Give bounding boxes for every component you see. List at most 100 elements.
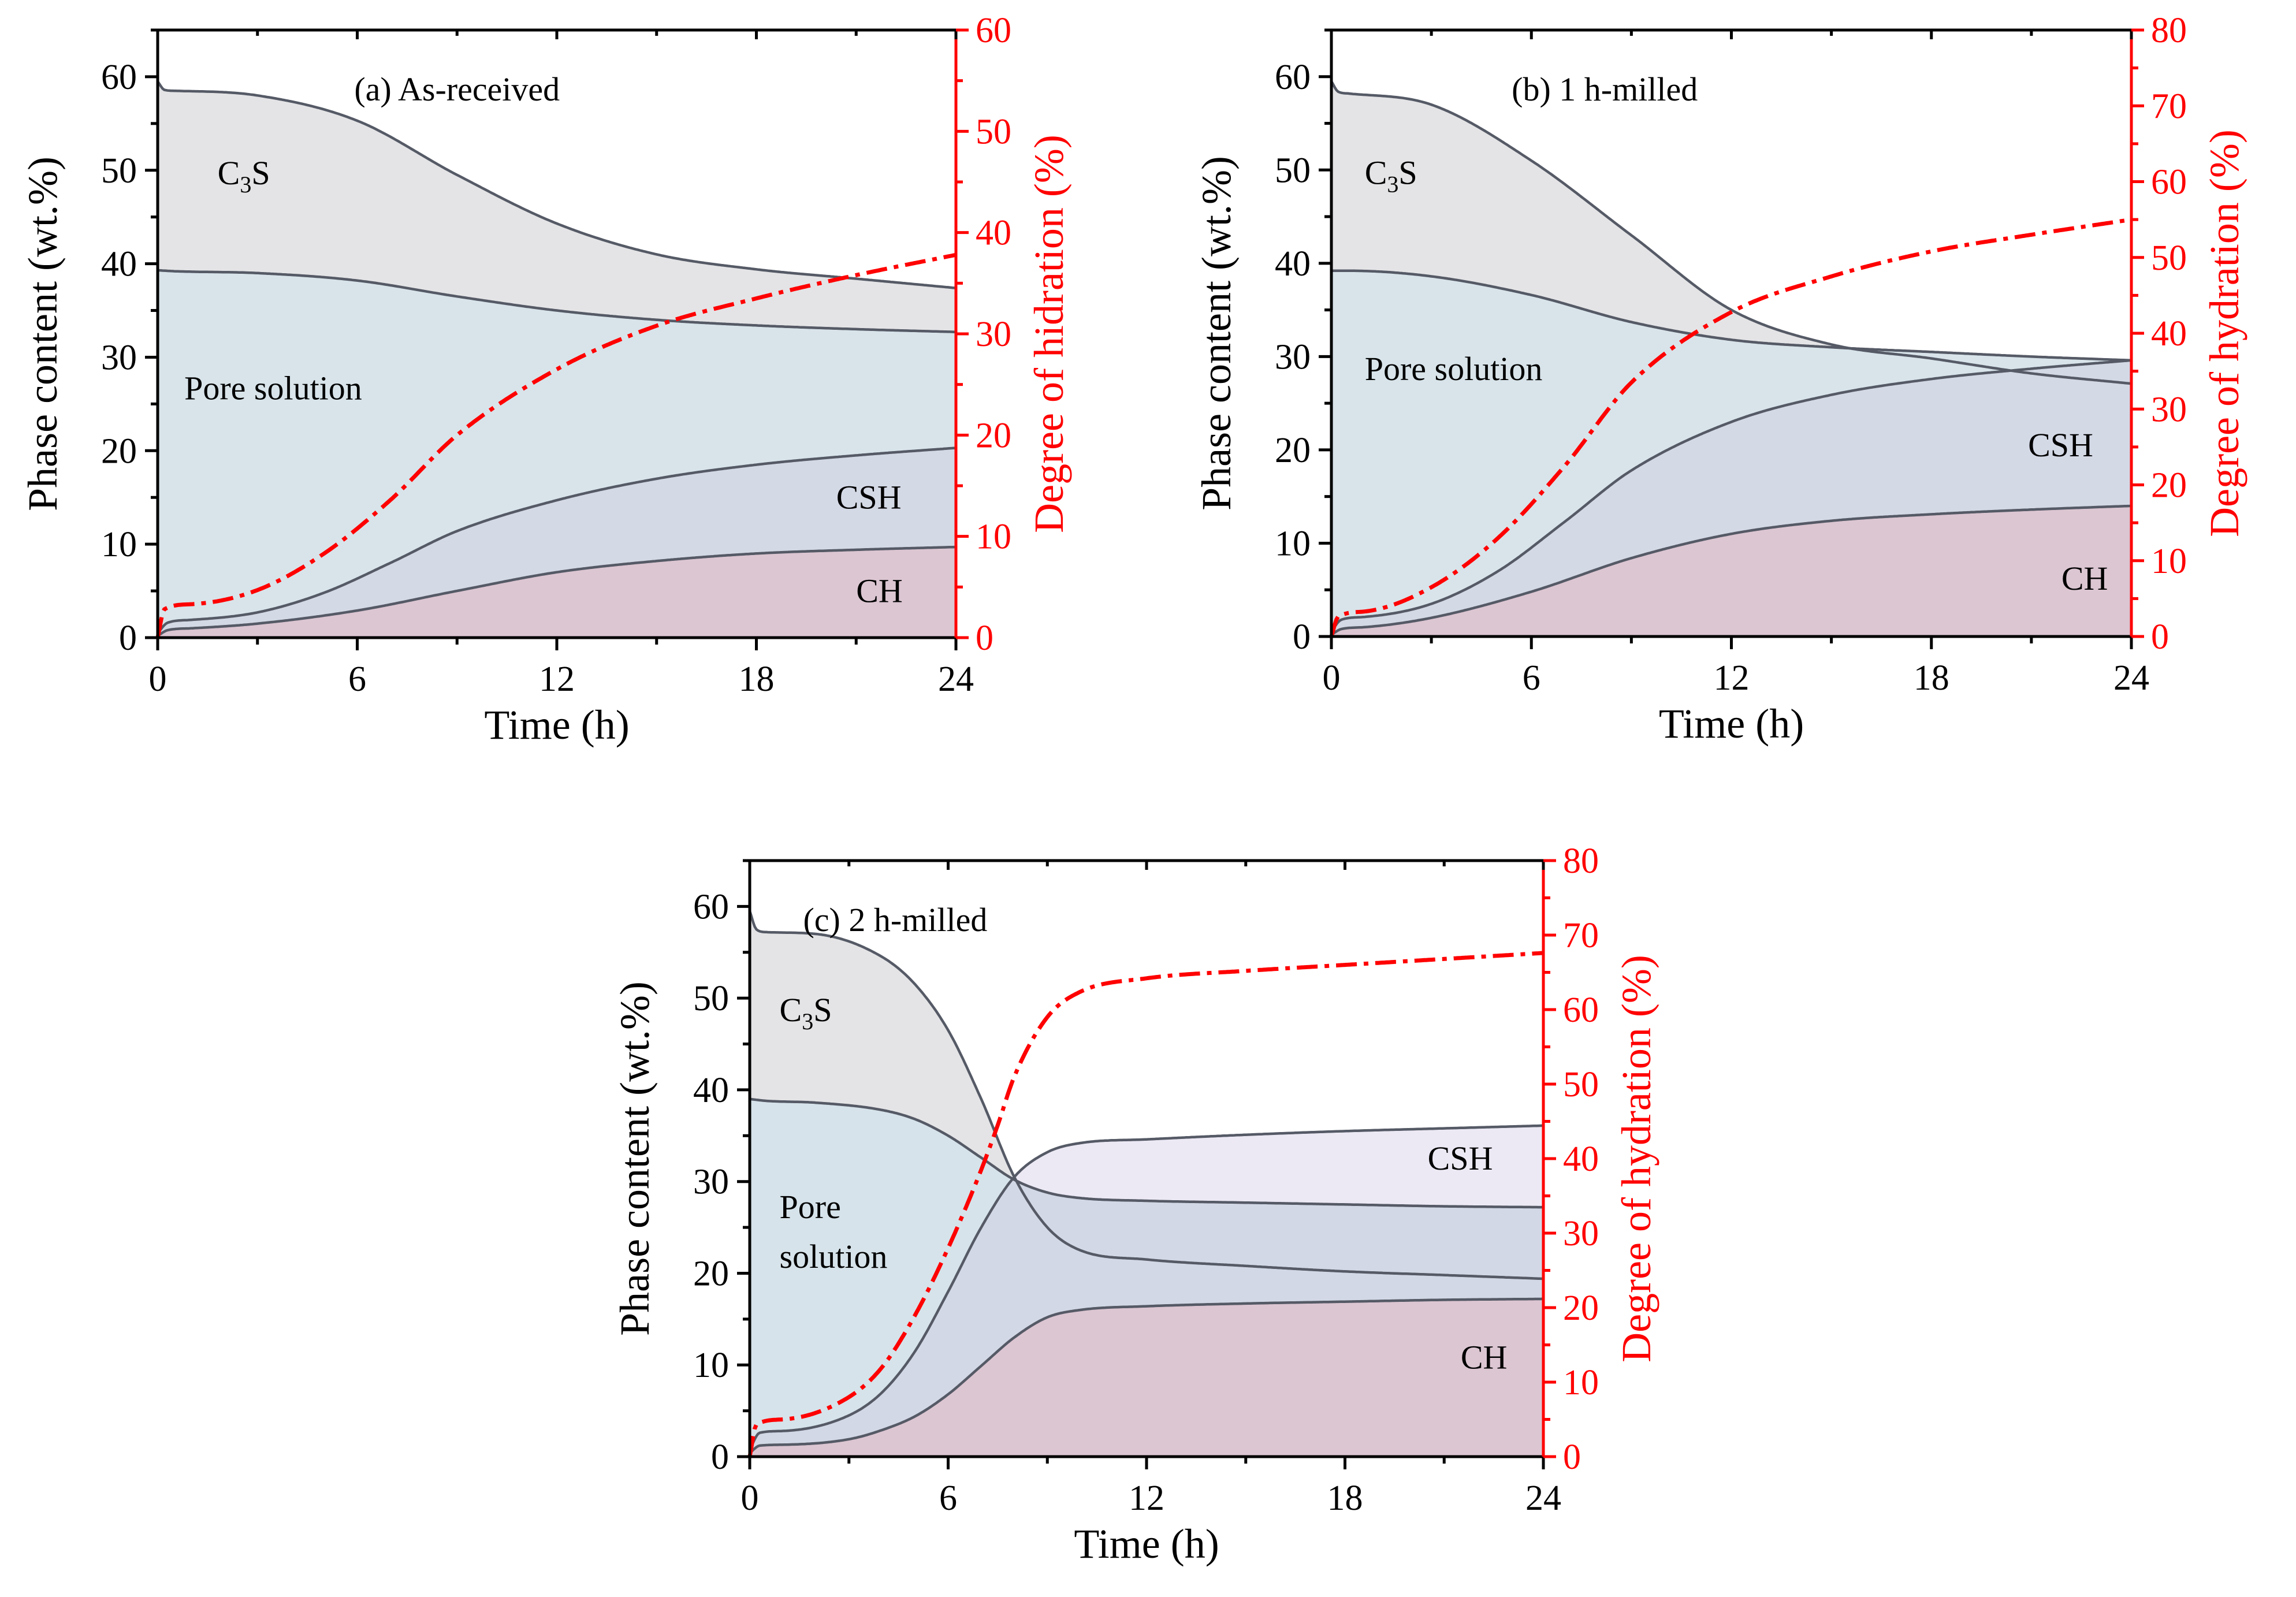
- region-label-part: Pore: [780, 1188, 841, 1226]
- y-tick-label: 0: [711, 1438, 729, 1477]
- y-tick-label: 50: [693, 979, 729, 1018]
- line-c3s: [748, 910, 1544, 1280]
- x-tick-label: 24: [1525, 1479, 1561, 1518]
- y-tick-label: 20: [101, 431, 137, 471]
- area-pore-solution: [750, 1099, 1543, 1450]
- y2-axis-label: Degree of hydration (%): [1613, 955, 1659, 1363]
- region-label: Pore solution: [184, 369, 362, 407]
- y-tick-label: 0: [119, 619, 137, 658]
- region-label-part: CSH: [1428, 1140, 1493, 1177]
- y2-tick-label: 30: [976, 315, 1011, 354]
- y2-tick-label: 0: [2151, 617, 2169, 657]
- y-tick-label: 30: [1275, 337, 1311, 377]
- y2-tick-label: 70: [1563, 916, 1599, 955]
- y2-tick-label: 0: [976, 619, 993, 658]
- x-axis-label: Time (h): [1659, 701, 1804, 747]
- region-label: C3S: [218, 154, 270, 198]
- boundary-lines-b: [1330, 80, 2132, 636]
- y2-tick-label: 60: [2151, 163, 2187, 202]
- y2-tick-label: 50: [2151, 239, 2187, 278]
- x-tick-label: 24: [938, 660, 974, 699]
- region-label-part: Pore solution: [184, 369, 362, 407]
- area-fills-c: [750, 911, 1543, 1457]
- region-label-part: CH: [2061, 560, 2108, 597]
- area-fills-a: [158, 81, 956, 638]
- x-tick-label: 6: [1523, 658, 1540, 698]
- line-pore-solution: [157, 269, 957, 334]
- panel-b: 0 6 12 18 24010203040506001020304050607080Ti…: [1193, 11, 2247, 747]
- panel-title: (a) As-received: [354, 70, 560, 108]
- y-tick-label: 40: [693, 1071, 729, 1110]
- y2-tick-label: 10: [2151, 542, 2187, 581]
- y2-tick-label: 60: [976, 11, 1011, 50]
- y-tick-label: 50: [1275, 151, 1311, 190]
- axes-c: 0 6 12 18 24010203040506001020304050607080Ti…: [612, 842, 1659, 1567]
- y-tick-label: 60: [1275, 58, 1311, 97]
- panel-c: 0 6 12 18 24010203040506001020304050607080Ti…: [612, 842, 1659, 1567]
- line-degree-of-hydration: [747, 951, 1544, 1457]
- y2-tick-label: 50: [1563, 1065, 1599, 1104]
- region-label-part: CH: [1461, 1339, 1508, 1376]
- region-label-part: S: [1398, 154, 1417, 192]
- x-tick-label: 0: [149, 660, 167, 699]
- y-axis-label: Phase content (wt.%): [612, 981, 658, 1336]
- region-label-part: CH: [856, 572, 903, 609]
- x-tick-label: 24: [2113, 658, 2149, 698]
- y-tick-label: 20: [693, 1254, 729, 1293]
- x-tick-label: 18: [1327, 1479, 1363, 1518]
- region-label-part: C: [218, 154, 240, 192]
- x-tick-label: 0: [1323, 658, 1341, 698]
- x-tick-label: 12: [1714, 658, 1750, 698]
- region-label-part: S: [813, 991, 832, 1029]
- y2-tick-label: 0: [1563, 1438, 1581, 1477]
- region-label-part: solution: [780, 1238, 888, 1275]
- y-tick-label: 40: [1275, 244, 1311, 284]
- panel-title: (b) 1 h-milled: [1512, 70, 1698, 108]
- y-tick-label: 30: [101, 338, 137, 377]
- line-c3s: [157, 80, 957, 289]
- boundary-lines-c: [748, 910, 1544, 1454]
- y2-tick-label: 20: [1563, 1289, 1599, 1328]
- region-label: C3S: [780, 991, 832, 1034]
- region-label: Pore: [780, 1188, 841, 1226]
- y2-tick-label: 40: [1563, 1140, 1599, 1179]
- y2-tick-label: 30: [1563, 1214, 1599, 1253]
- region-label-part: 3: [802, 1008, 813, 1034]
- y2-tick-label: 80: [1563, 842, 1599, 881]
- y2-tick-label: 10: [976, 518, 1011, 557]
- line-ch: [749, 1297, 1543, 1454]
- y-tick-label: 10: [693, 1346, 729, 1385]
- region-label-part: CSH: [836, 479, 902, 516]
- area-fills-b: [1331, 81, 2131, 636]
- x-tick-label: 18: [1914, 658, 1949, 698]
- x-tick-label: 0: [741, 1479, 759, 1518]
- region-label: CSH: [836, 479, 902, 516]
- line-ch: [157, 545, 957, 637]
- line-c3s: [1330, 80, 2132, 385]
- x-axis-label: Time (h): [484, 702, 629, 748]
- y2-tick-label: 60: [1563, 991, 1599, 1030]
- region-label-part: Pore solution: [1365, 350, 1543, 388]
- region-label: CH: [2061, 560, 2108, 597]
- area-csh: [1331, 360, 2131, 635]
- area-lower-band: [750, 1179, 1543, 1453]
- area-c3s: [1331, 81, 2131, 384]
- region-label: solution: [780, 1238, 888, 1275]
- line-ch: [1330, 504, 2132, 636]
- region-label: CSH: [1428, 1140, 1493, 1177]
- region-label: CH: [1461, 1339, 1508, 1376]
- region-label: C3S: [1365, 154, 1417, 198]
- y2-tick-label: 40: [976, 214, 1011, 253]
- y-tick-label: 30: [693, 1163, 729, 1202]
- y-tick-label: 10: [101, 525, 137, 564]
- region-label-part: 3: [240, 172, 251, 198]
- panel-title: (c) 2 h-milled: [803, 901, 987, 939]
- area-ch: [158, 547, 956, 638]
- y-tick-label: 40: [101, 245, 137, 284]
- y-tick-label: 60: [693, 887, 729, 926]
- y-axis-label: Phase content (wt.%): [20, 157, 66, 511]
- area-ch: [1331, 505, 2131, 636]
- line-csh: [749, 1124, 1544, 1450]
